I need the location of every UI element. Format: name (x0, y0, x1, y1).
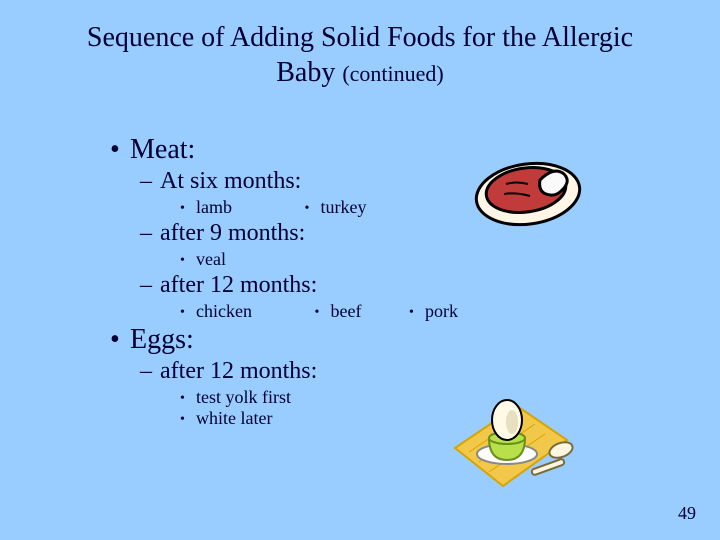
slide-title: Sequence of Adding Solid Foods for the A… (0, 20, 720, 90)
title-line2-sub: (continued) (342, 61, 443, 86)
list-item: lamb (180, 197, 300, 218)
meat-twelve-items: chicken beef pork (180, 301, 610, 322)
list-item: veal (180, 249, 226, 270)
meat-twelve-months: after 12 months: (140, 272, 610, 299)
title-line1: Sequence of Adding Solid Foods for the A… (87, 22, 633, 53)
meat-six-label: At six months: (160, 168, 301, 194)
meat-nine-label: after 9 months: (160, 220, 305, 246)
list-item: pork (409, 301, 458, 322)
title-line2-main: Baby (276, 57, 342, 88)
list-item: chicken (180, 301, 310, 322)
eggs-twelve-label: after 12 months: (160, 358, 317, 384)
egg-icon (445, 390, 585, 500)
eggs-label: Eggs: (130, 324, 194, 355)
page-number: 49 (678, 503, 696, 524)
meat-twelve-label: after 12 months: (160, 272, 317, 298)
section-eggs: Eggs: (110, 324, 610, 356)
meat-label: Meat: (130, 134, 195, 165)
list-item: turkey (305, 197, 367, 218)
list-item: beef (315, 301, 405, 322)
steak-icon (470, 150, 590, 230)
eggs-twelve-months: after 12 months: (140, 358, 610, 385)
meat-nine-items: veal (180, 249, 610, 270)
slide: Sequence of Adding Solid Foods for the A… (0, 0, 720, 540)
